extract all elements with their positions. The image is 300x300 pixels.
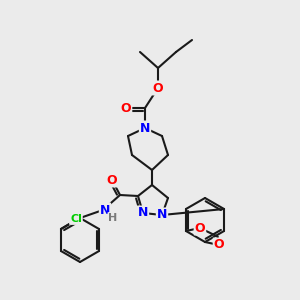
- Text: N: N: [157, 208, 167, 221]
- Text: N: N: [138, 206, 148, 220]
- Text: N: N: [140, 122, 150, 134]
- Text: O: O: [121, 101, 131, 115]
- Text: O: O: [107, 173, 117, 187]
- Text: N: N: [100, 203, 110, 217]
- Text: O: O: [195, 221, 205, 235]
- Text: O: O: [153, 82, 163, 94]
- Text: Cl: Cl: [70, 214, 82, 224]
- Text: H: H: [108, 213, 118, 223]
- Text: O: O: [214, 238, 224, 251]
